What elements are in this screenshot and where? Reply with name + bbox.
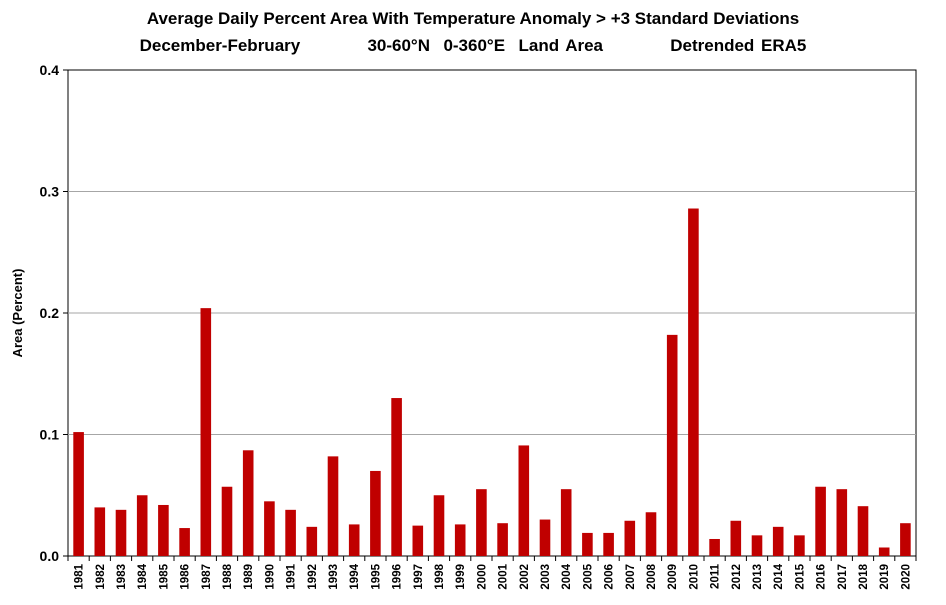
x-tick-label: 2003 [540,564,552,590]
bar-1986 [179,528,190,556]
bar-2008 [645,512,657,556]
x-tick-label: 2001 [498,563,510,589]
y-tick-label: 0.1 [40,427,60,443]
bar-1992 [306,526,318,556]
y-tick-label: 0.3 [40,184,60,200]
chart-title: Average Daily Percent Area With Temperat… [146,9,800,28]
bar-2009 [666,334,678,556]
bar-1997 [412,525,424,556]
x-tick-label: 2004 [561,563,573,589]
bar-2011 [709,538,720,556]
bar-2017 [836,489,848,556]
bars-group [73,208,911,556]
bar-1990 [264,501,275,556]
x-tick-label: 2006 [604,564,616,590]
bar-1984 [136,495,148,556]
x-tick-label: 2019 [879,564,891,590]
x-tick-label: 1984 [137,563,149,589]
x-tick-label: 1989 [243,564,255,590]
x-tick-label: 2000 [476,564,488,590]
bar-1988 [221,486,233,556]
bar-2013 [751,535,763,556]
x-tick-label: 1990 [264,564,276,590]
bar-2001 [497,523,508,556]
bar-1983 [115,509,127,556]
bar-2010 [688,208,699,556]
y-tick-label: 0.2 [40,305,60,321]
x-tick-label: 2016 [816,564,828,590]
x-tick-label: 2007 [625,564,637,590]
bar-2012 [730,520,742,556]
bar-2006 [603,532,614,556]
bar-2005 [582,532,593,556]
y-axis-ticks: 0.0 0.1 0.2 0.3 0.4 [40,62,68,564]
bar-2020 [900,523,911,556]
bar-1981 [73,432,84,556]
x-tick-label: 1987 [201,564,213,590]
x-tick-label: 2017 [837,564,849,590]
x-tick-label: 2010 [688,564,700,590]
x-tick-label: 1983 [116,564,128,590]
x-tick-label: 1998 [434,563,446,589]
bar-1982 [94,507,106,556]
x-axis-ticks: 1981 1982 1983 1984 1985 1986 1987 1988 1989 1990… [67,556,917,590]
x-tick-label: 2008 [646,563,658,589]
x-tick-label: 2012 [731,564,743,590]
x-tick-label: 2020 [900,564,912,590]
bar-2019 [878,547,890,556]
bar-1989 [242,450,254,556]
x-tick-label: 1981 [74,563,86,589]
x-tick-label: 2005 [582,563,594,589]
x-tick-label: 1985 [158,563,170,589]
x-tick-label: 2014 [773,563,785,589]
x-tick-label: 1993 [328,564,340,590]
bar-1987 [200,308,212,556]
x-tick-label: 1997 [413,564,425,590]
x-tick-label: 1995 [370,563,382,589]
x-tick-label: 2002 [519,564,531,590]
bar-2002 [518,445,530,556]
x-tick-label: 1988 [222,563,234,589]
bar-2004 [560,489,572,556]
x-tick-label: 1996 [392,564,404,590]
x-tick-label: 1992 [307,564,319,590]
x-tick-label: 2009 [667,564,679,590]
x-tick-label: 1982 [95,564,107,590]
x-tick-label: 2011 [710,563,722,589]
bar-2016 [815,486,826,556]
bar-1995 [370,470,381,556]
x-tick-label: 2015 [794,563,806,589]
y-tick-label: 0.4 [40,62,60,78]
bar-2014 [772,526,784,556]
x-tick-label: 2013 [752,564,764,590]
x-tick-label: 1999 [455,564,467,590]
bar-2007 [624,520,636,556]
bar-1999 [454,524,466,556]
chart-subtitle: December-February 30-60°N 0-360°E Land A… [139,36,807,55]
bar-1993 [327,456,339,556]
bar-1996 [391,398,402,556]
bar-2003 [539,519,551,556]
bar-1998 [433,495,445,556]
x-tick-label: 1986 [180,564,192,590]
x-tick-label: 1991 [286,563,298,589]
bar-2015 [794,535,805,556]
bar-1994 [348,524,360,556]
x-tick-label: 2018 [858,563,870,589]
y-axis-label: Area (Percent) [10,269,25,358]
bar-2018 [857,506,869,556]
bar-2000 [476,489,487,556]
bar-1985 [158,504,169,556]
y-tick-label: 0.0 [40,548,60,564]
bar-1991 [285,509,296,556]
x-tick-label: 1994 [349,563,361,589]
